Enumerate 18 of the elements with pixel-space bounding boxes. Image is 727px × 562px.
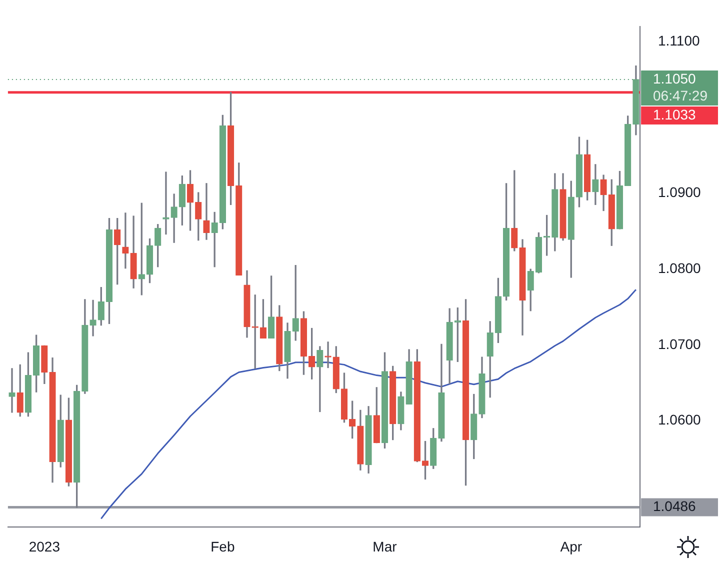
ref-line-label: 1.1033 (653, 106, 696, 122)
candlestick (203, 183, 210, 240)
ref-line-label: 1.0486 (653, 498, 696, 514)
candlestick (90, 300, 96, 336)
y-tick-label: 1.0700 (658, 336, 702, 352)
y-tick-label: 1.0600 (658, 412, 702, 428)
y-tick-label: 1.1100 (658, 32, 700, 48)
ref-line-label: 1.1050 (653, 70, 696, 86)
candlestick (170, 194, 178, 243)
y-tick-label: 1.0800 (658, 260, 702, 276)
x-tick-label: Mar (372, 538, 398, 554)
x-tick-label: 2023 (28, 538, 60, 554)
candlestick (8, 368, 16, 413)
y-tick-label: 1.0900 (658, 184, 702, 200)
candlestick (122, 212, 129, 269)
text: 06:47:29 (653, 87, 708, 104)
x-tick-label: Feb (210, 538, 235, 554)
x-tick-label: Apr (560, 538, 582, 554)
